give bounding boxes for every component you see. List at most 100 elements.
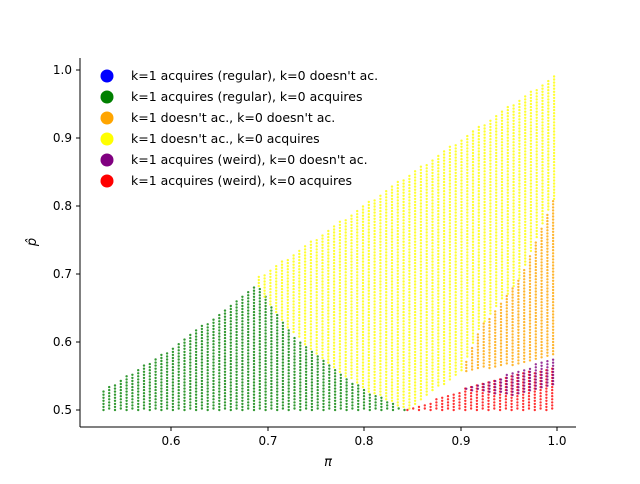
scatter-point — [425, 313, 428, 317]
scatter-point — [495, 182, 498, 185]
scatter-point — [298, 252, 301, 256]
scatter-point — [477, 321, 480, 324]
scatter-point — [540, 361, 543, 364]
scatter-point — [247, 376, 250, 380]
scatter-point — [315, 327, 318, 331]
scatter-point — [475, 402, 479, 406]
scatter-point — [527, 404, 531, 407]
scatter-point — [258, 303, 261, 306]
scatter-point — [471, 151, 475, 155]
scatter-point — [281, 398, 285, 401]
scatter-point — [298, 268, 301, 271]
scatter-point — [435, 407, 438, 410]
scatter-point — [429, 408, 432, 412]
scatter-point — [500, 226, 504, 230]
scatter-point — [431, 263, 434, 266]
scatter-point — [322, 396, 325, 399]
scatter-point — [287, 372, 290, 375]
scatter-point — [299, 366, 302, 369]
scatter-point — [442, 187, 446, 190]
scatter-point — [344, 353, 347, 357]
scatter-point — [547, 168, 550, 171]
scatter-point — [529, 130, 533, 133]
scatter-point — [241, 332, 244, 335]
scatter-point — [442, 343, 446, 346]
scatter-point — [506, 139, 509, 142]
scatter-point — [552, 108, 556, 112]
scatter-point — [315, 297, 318, 300]
scatter-point — [275, 274, 278, 277]
scatter-point — [505, 346, 508, 350]
scatter-point — [540, 310, 543, 313]
scatter-point — [535, 134, 538, 138]
scatter-point — [477, 153, 480, 156]
scatter-point — [448, 252, 452, 256]
scatter-point — [483, 151, 486, 155]
scatter-point — [471, 234, 475, 237]
scatter-point — [367, 326, 370, 329]
scatter-point — [500, 251, 504, 254]
scatter-point — [460, 167, 463, 170]
scatter-point — [332, 265, 336, 268]
scatter-point — [315, 263, 318, 266]
scatter-point — [408, 291, 411, 294]
scatter-point — [379, 350, 382, 354]
scatter-point — [276, 387, 279, 390]
scatter-point — [235, 370, 238, 373]
scatter-point — [437, 191, 440, 194]
scatter-point — [528, 301, 532, 304]
scatter-point — [396, 318, 399, 321]
scatter-point — [500, 125, 504, 129]
scatter-point — [321, 323, 324, 326]
scatter-point — [263, 280, 266, 283]
scatter-point — [517, 322, 520, 325]
scatter-point — [437, 283, 440, 286]
scatter-point — [512, 156, 515, 159]
scatter-point — [385, 242, 388, 245]
legend-item: k=1 acquires (weird), k=0 acquires — [100, 173, 352, 188]
scatter-point — [287, 359, 290, 363]
scatter-point — [431, 343, 434, 346]
scatter-point — [264, 384, 267, 387]
scatter-point — [408, 370, 411, 373]
scatter-point — [458, 395, 461, 398]
scatter-point — [419, 382, 423, 386]
scatter-point — [361, 260, 365, 263]
scatter-point — [442, 291, 446, 294]
scatter-point — [235, 306, 238, 309]
scatter-point — [517, 392, 520, 395]
scatter-point — [535, 141, 538, 144]
scatter-point — [437, 164, 440, 167]
scatter-point — [327, 346, 330, 349]
scatter-point — [471, 167, 475, 170]
scatter-point — [500, 266, 504, 269]
scatter-point — [229, 332, 232, 335]
scatter-point — [194, 408, 198, 412]
scatter-point — [448, 148, 452, 152]
scatter-point — [413, 350, 417, 354]
scatter-point — [299, 350, 302, 354]
scatter-point — [534, 278, 537, 281]
scatter-point — [258, 373, 261, 376]
scatter-point — [309, 295, 313, 298]
scatter-point — [385, 346, 388, 349]
scatter-point — [385, 235, 388, 239]
scatter-point — [518, 249, 521, 253]
scatter-point — [321, 298, 324, 301]
scatter-point — [402, 369, 405, 372]
scatter-point — [533, 408, 536, 412]
scatter-point — [390, 228, 394, 231]
scatter-point — [466, 315, 469, 318]
scatter-point — [448, 185, 452, 188]
scatter-point — [504, 395, 508, 398]
scatter-point — [264, 393, 267, 396]
scatter-point — [292, 266, 295, 269]
scatter-point — [500, 150, 504, 153]
scatter-point — [396, 361, 399, 364]
scatter-point — [276, 375, 279, 378]
scatter-point — [356, 271, 359, 274]
scatter-point — [338, 242, 342, 245]
scatter-point — [499, 330, 503, 333]
scatter-point — [529, 185, 533, 188]
scatter-point — [396, 297, 399, 300]
